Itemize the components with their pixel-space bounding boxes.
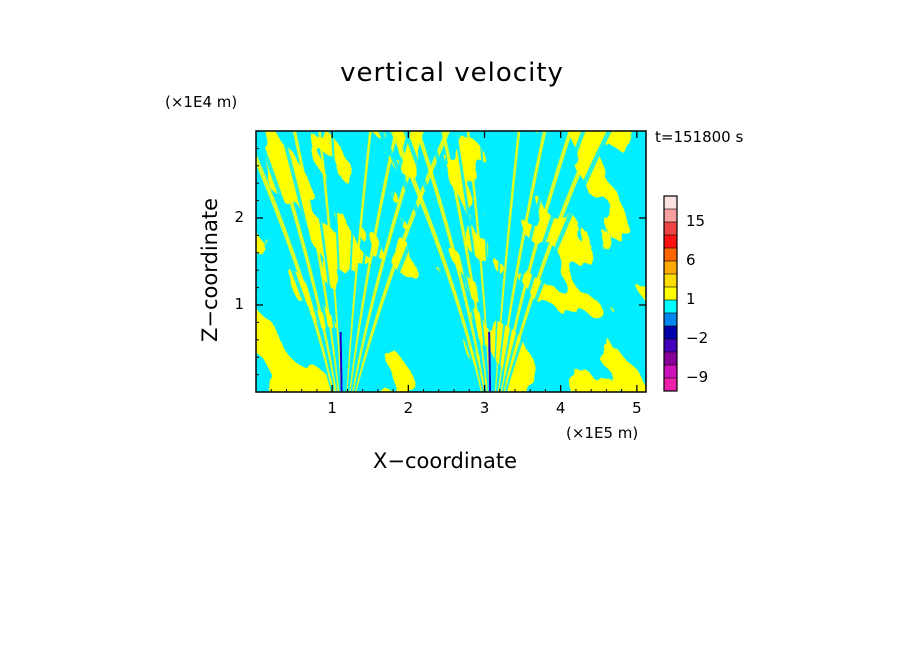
colorbar-segment <box>664 365 677 378</box>
y-tick-label: 1 <box>234 295 244 313</box>
colorbar-label: 15 <box>686 212 706 230</box>
colorbar-segment <box>664 235 677 248</box>
plume-stripe <box>496 131 534 392</box>
strong-downdraft <box>488 331 492 392</box>
plume-stripe <box>497 131 547 392</box>
colorbar-label: −9 <box>686 368 709 386</box>
plume-stripe <box>346 131 372 392</box>
x-tick-label: 1 <box>327 399 337 417</box>
colorbar-segment <box>664 196 677 209</box>
plume-stripe <box>349 131 398 392</box>
x-tick-label: 4 <box>555 399 566 417</box>
plume-stripe <box>499 131 560 392</box>
colorbar-segment <box>664 261 677 274</box>
plume-stripe <box>344 131 359 392</box>
x-tick-label: 5 <box>632 399 642 417</box>
plume-fan-2 <box>377 131 612 392</box>
plot-frame <box>255 130 647 393</box>
contour-field <box>255 130 647 393</box>
time-label: t=151800 s <box>655 128 744 146</box>
y-tick-label: 2 <box>234 208 244 226</box>
strong-downdraft <box>339 331 343 392</box>
plume-stripe <box>453 131 490 392</box>
plume-stripe <box>305 131 341 392</box>
colorbar-segment <box>664 378 677 391</box>
colorbar-segment <box>664 274 677 287</box>
colorbar <box>663 195 678 392</box>
plume-stripe <box>350 131 411 392</box>
colorbar-label: −2 <box>686 329 709 347</box>
colorbar-segment <box>664 222 677 235</box>
colorbar-segment <box>664 300 677 313</box>
chart-title: vertical velocity <box>340 58 564 88</box>
plume-fan-1 <box>256 131 464 392</box>
plume-stripe <box>347 131 385 392</box>
colorbar-segment <box>664 352 677 365</box>
colorbar-frame <box>663 195 678 392</box>
plume-stripe <box>479 131 492 392</box>
colorbar-segment <box>664 339 677 352</box>
x-tick-label: 2 <box>403 399 414 417</box>
plume-stripe <box>494 131 521 392</box>
wave-pattern <box>256 131 646 392</box>
colorbar-label: 1 <box>686 290 696 308</box>
plume-stripe <box>256 153 335 392</box>
x-axis-label: X−coordinate <box>373 449 517 473</box>
colorbar-segment <box>664 209 677 222</box>
x-tick-label: 3 <box>479 399 490 417</box>
y-axis-unit: (×1E4 m) <box>165 93 238 111</box>
colorbar-segment <box>664 313 677 326</box>
plume-stripe <box>493 131 508 392</box>
plume-stripe <box>256 177 334 392</box>
plume-stripe <box>330 131 344 392</box>
colorbar-label: 6 <box>686 251 696 269</box>
plume-stripe <box>466 131 491 392</box>
plume-stripe <box>318 131 342 392</box>
x-axis-ticks <box>270 131 638 392</box>
x-axis-unit: (×1E5 m) <box>566 424 639 442</box>
y-axis-ticks <box>256 147 646 376</box>
colorbar-segment <box>664 326 677 339</box>
colorbar-segment <box>664 248 677 261</box>
colorbar-segment <box>664 287 677 300</box>
